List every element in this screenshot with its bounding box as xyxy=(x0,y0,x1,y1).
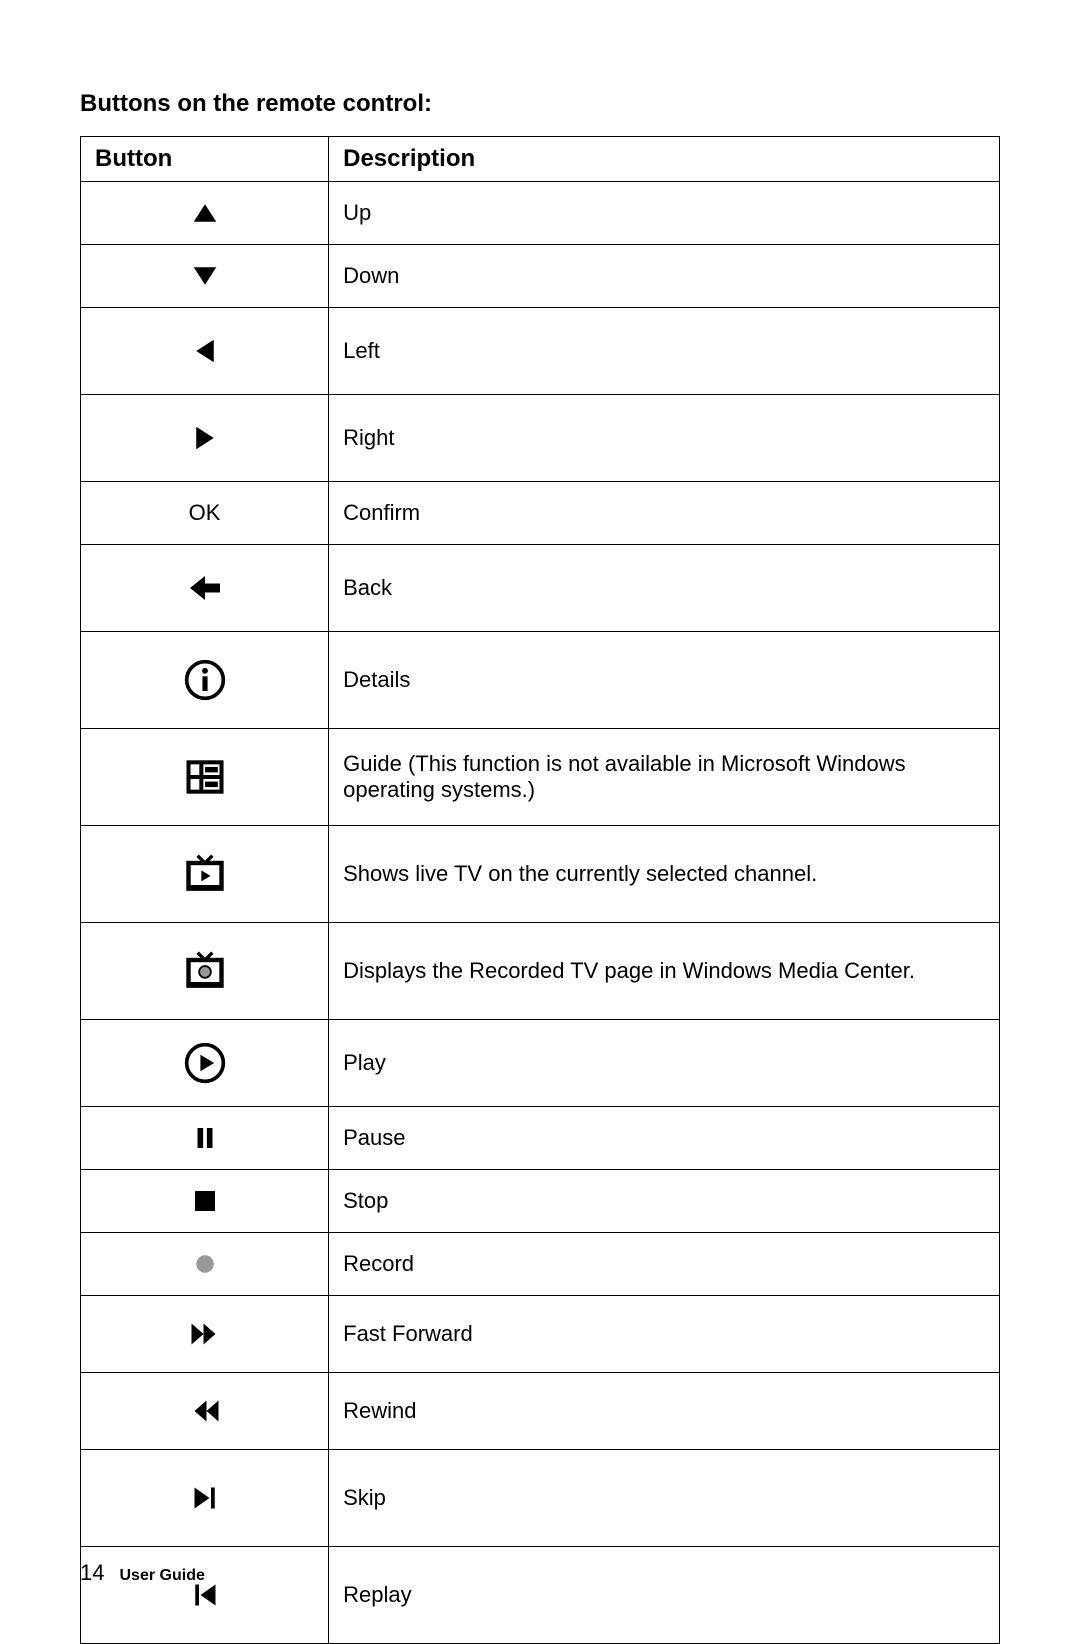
page: Buttons on the remote control: Button De… xyxy=(0,0,1080,1642)
record-dot-icon xyxy=(190,1249,220,1279)
desc-cell: Guide (This function is not available in… xyxy=(329,729,1000,826)
col-header-button: Button xyxy=(81,137,329,182)
button-cell xyxy=(81,1296,329,1373)
table-header-row: Button Description xyxy=(81,137,1000,182)
page-footer: 14 User Guide xyxy=(80,1560,205,1586)
desc-cell: Replay xyxy=(329,1547,1000,1644)
button-cell xyxy=(81,923,329,1020)
grid-guide-icon xyxy=(183,755,227,799)
desc-cell: Skip xyxy=(329,1450,1000,1547)
desc-cell: Record xyxy=(329,1233,1000,1296)
ok-text-icon: OK xyxy=(189,500,221,525)
triangle-up-icon xyxy=(190,198,220,228)
table-row: Fast Forward xyxy=(81,1296,1000,1373)
button-cell xyxy=(81,1450,329,1547)
table-row: Up xyxy=(81,182,1000,245)
tv-recorded-icon xyxy=(183,949,227,993)
info-circle-icon xyxy=(183,658,227,702)
desc-cell: Rewind xyxy=(329,1373,1000,1450)
button-cell xyxy=(81,545,329,632)
table-row: Down xyxy=(81,245,1000,308)
desc-cell: Down xyxy=(329,245,1000,308)
desc-cell: Fast Forward xyxy=(329,1296,1000,1373)
table-row: Record xyxy=(81,1233,1000,1296)
desc-cell: Play xyxy=(329,1020,1000,1107)
desc-cell: Right xyxy=(329,395,1000,482)
section-title: Buttons on the remote control: xyxy=(80,90,1000,118)
col-header-description: Description xyxy=(329,137,1000,182)
table-row: OK Confirm xyxy=(81,482,1000,545)
table-row: Back xyxy=(81,545,1000,632)
table-row: Displays the Recorded TV page in Windows… xyxy=(81,923,1000,1020)
button-cell: OK xyxy=(81,482,329,545)
table-row: Stop xyxy=(81,1170,1000,1233)
desc-cell: Details xyxy=(329,632,1000,729)
table-row: Details xyxy=(81,632,1000,729)
footer-label: User Guide xyxy=(120,1567,205,1584)
page-number: 14 xyxy=(80,1560,104,1585)
button-cell xyxy=(81,1107,329,1170)
desc-cell: Up xyxy=(329,182,1000,245)
desc-cell: Stop xyxy=(329,1170,1000,1233)
table-row: Guide (This function is not available in… xyxy=(81,729,1000,826)
desc-cell: Pause xyxy=(329,1107,1000,1170)
skip-next-icon xyxy=(187,1480,223,1516)
button-cell xyxy=(81,632,329,729)
play-circle-icon xyxy=(183,1041,227,1085)
remote-buttons-table: Button Description Up xyxy=(80,136,1000,1644)
desc-cell: Displays the Recorded TV page in Windows… xyxy=(329,923,1000,1020)
desc-cell: Left xyxy=(329,308,1000,395)
desc-cell: Back xyxy=(329,545,1000,632)
table-row: Replay xyxy=(81,1547,1000,1644)
desc-cell: Shows live TV on the currently selected … xyxy=(329,826,1000,923)
triangle-right-icon xyxy=(190,423,220,453)
table-row: Right xyxy=(81,395,1000,482)
button-cell xyxy=(81,729,329,826)
stop-square-icon xyxy=(190,1186,220,1216)
table-row: Pause xyxy=(81,1107,1000,1170)
arrow-left-icon xyxy=(187,570,223,606)
triangle-left-icon xyxy=(190,336,220,366)
table-row: Skip xyxy=(81,1450,1000,1547)
button-cell xyxy=(81,1020,329,1107)
tv-live-icon xyxy=(183,852,227,896)
button-cell xyxy=(81,1170,329,1233)
button-cell xyxy=(81,1233,329,1296)
fast-forward-icon xyxy=(187,1316,223,1352)
desc-cell: Confirm xyxy=(329,482,1000,545)
button-cell xyxy=(81,826,329,923)
table-row: Play xyxy=(81,1020,1000,1107)
button-cell xyxy=(81,1373,329,1450)
table-row: Left xyxy=(81,308,1000,395)
table-row: Shows live TV on the currently selected … xyxy=(81,826,1000,923)
rewind-icon xyxy=(187,1393,223,1429)
triangle-down-icon xyxy=(190,261,220,291)
pause-icon xyxy=(190,1123,220,1153)
button-cell xyxy=(81,182,329,245)
button-cell xyxy=(81,308,329,395)
button-cell xyxy=(81,245,329,308)
button-cell xyxy=(81,395,329,482)
table-row: Rewind xyxy=(81,1373,1000,1450)
